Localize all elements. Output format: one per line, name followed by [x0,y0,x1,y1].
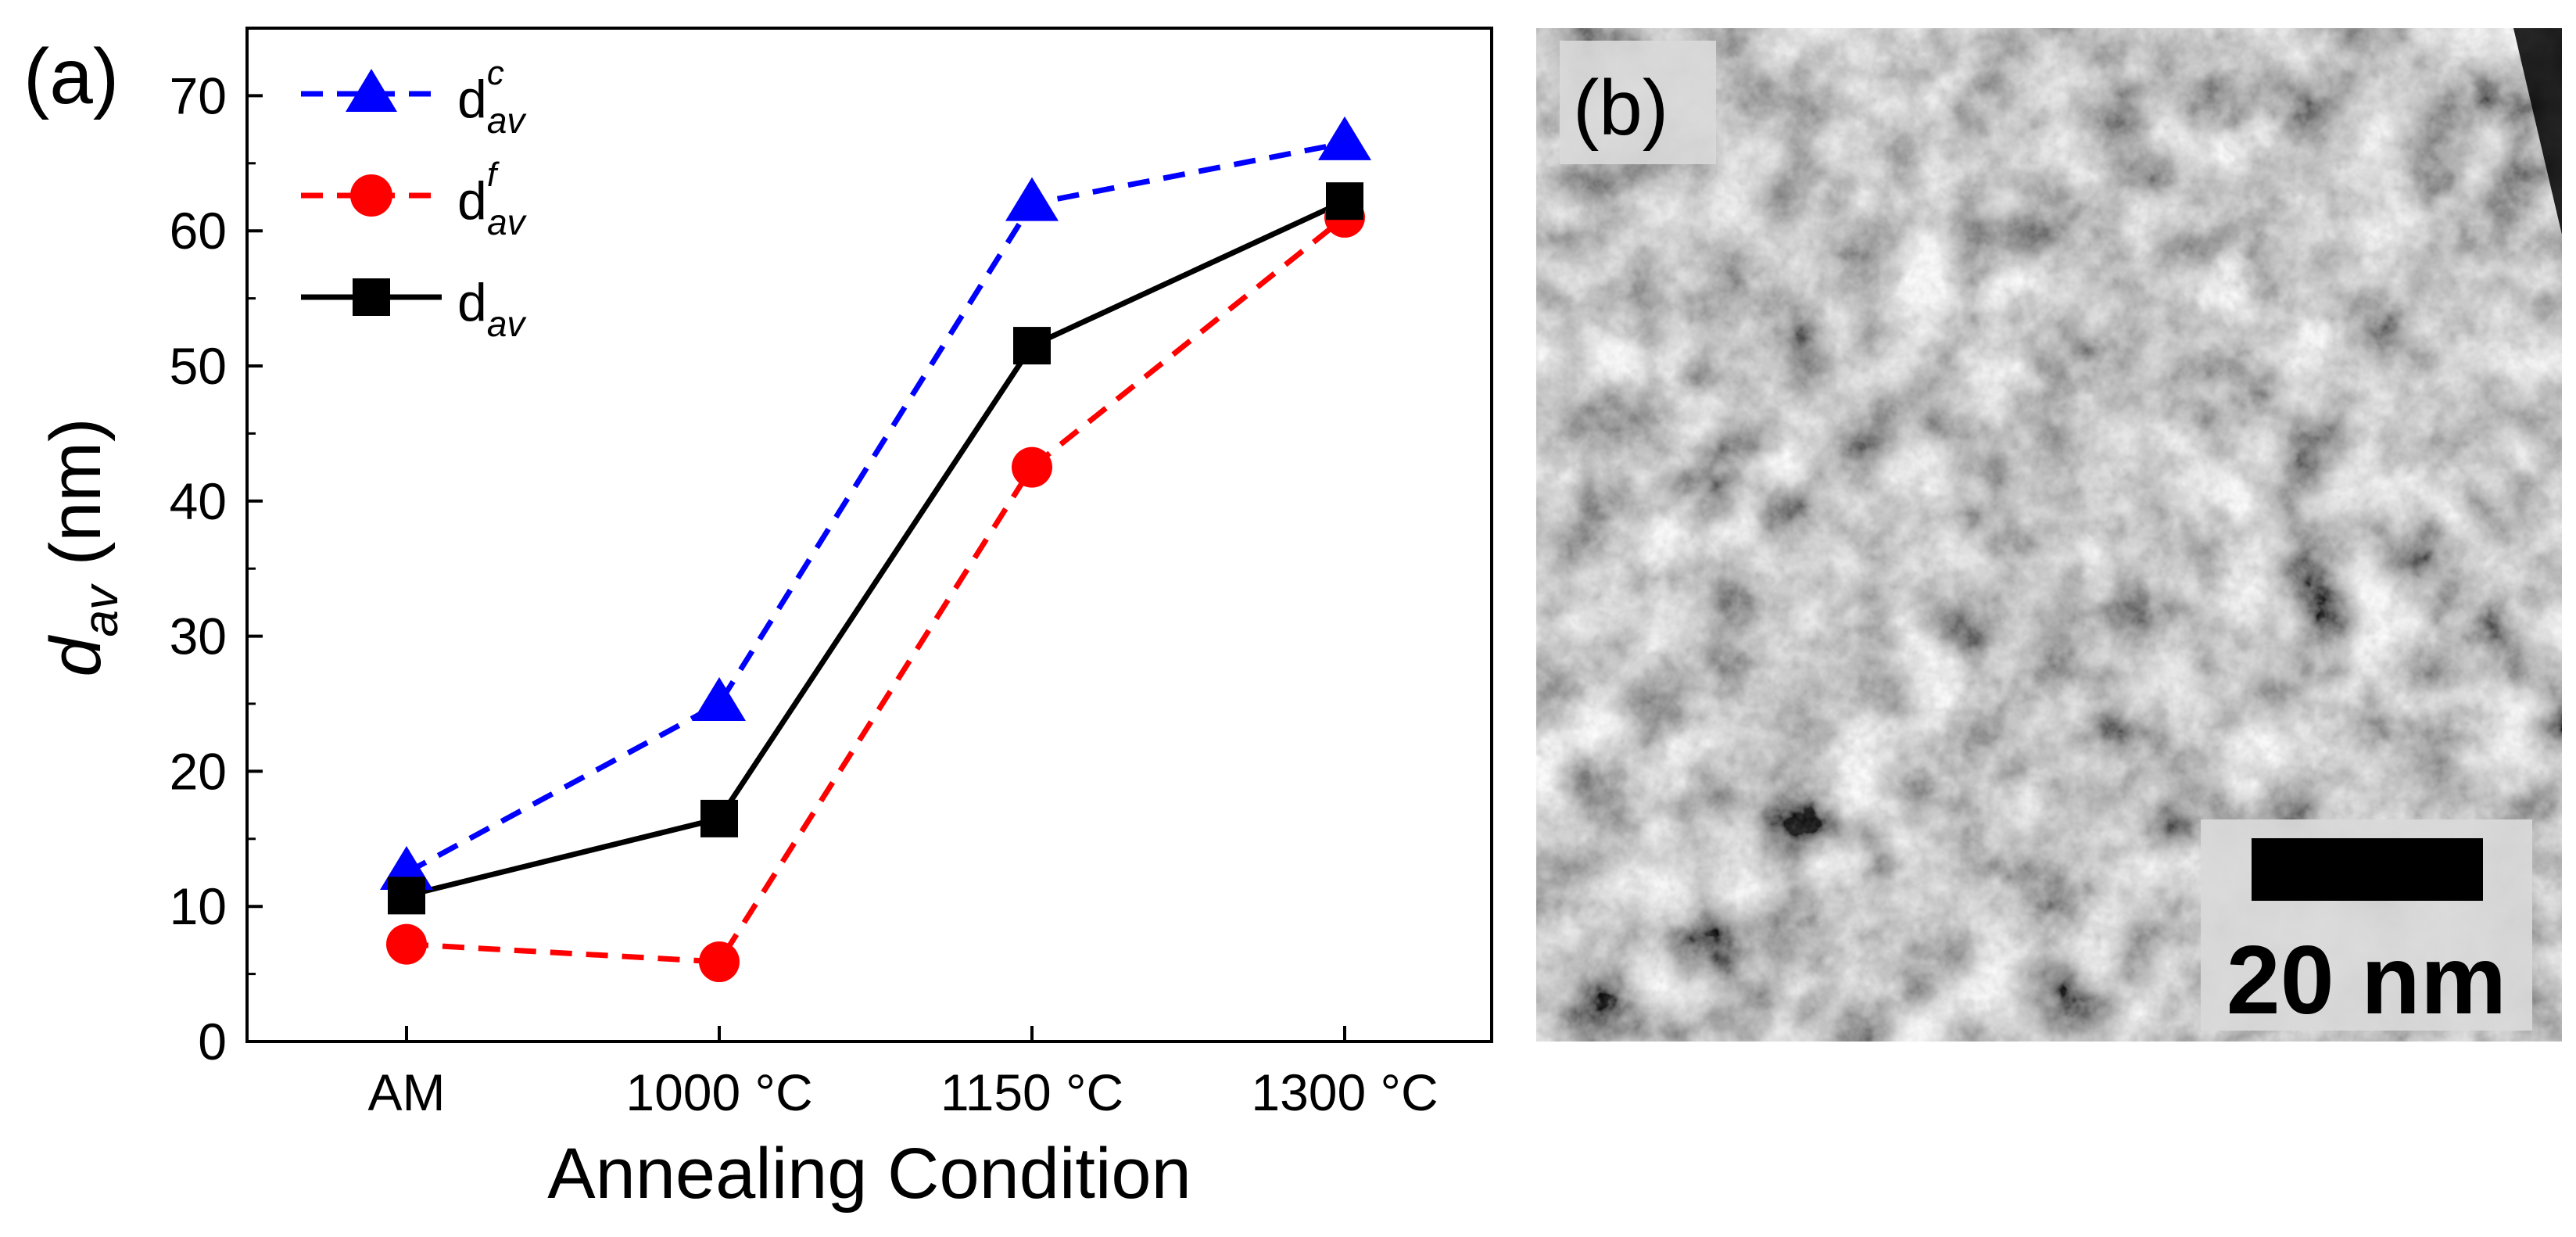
legend-item-f: df av [301,156,528,242]
legend: dc av df av dav [301,54,528,344]
triangle-marker [1005,177,1059,221]
y-axis-title-base: d [36,635,116,677]
circle-marker [386,923,427,965]
legend-square-marker [353,278,390,316]
triangle-marker [1318,116,1371,160]
legend-item-avg: dav [301,273,527,344]
y-axis-title: dav (nm) [36,418,128,676]
y-axis-title-unit: (nm) [36,418,116,586]
y-axis: 0 10 20 30 40 50 60 70 [170,66,263,1070]
legend-circle-marker [350,174,392,217]
legend-item-c: dc av [301,54,527,141]
panel-a-label: (a) [23,33,119,120]
x-tick-label: 1300 °C [1251,1063,1438,1121]
series-group [380,116,1371,983]
y-tick-label: 70 [170,66,227,124]
scale-bar [2252,838,2483,901]
plot-frame [245,27,1493,1043]
x-tick-label: 1000 °C [625,1063,812,1121]
circle-marker [1012,446,1052,488]
square-marker [388,877,425,915]
scale-bar-label: 20 nm [2227,927,2506,1034]
y-tick-label: 40 [170,472,227,530]
x-tick-label: 1150 °C [940,1063,1123,1121]
y-axis-title-sub: av [74,583,128,636]
y-tick-label: 60 [170,202,227,260]
y-tick-label: 10 [170,877,227,935]
x-axis-title: Annealing Condition [547,1134,1191,1214]
panel-b-label-box [1560,41,1716,164]
series-line-1 [406,215,1347,965]
x-tick-label: AM [368,1063,446,1121]
y-tick-label: 20 [170,742,227,800]
legend-triangle-marker [346,69,397,112]
circle-marker [699,941,740,983]
y-tick-label: 0 [198,1013,227,1070]
svg-text:dav (nm): dav (nm) [36,418,128,676]
series-line-0 [405,140,1345,876]
y-tick-label: 30 [170,608,227,665]
series-line-2 [406,199,1346,898]
y-tick-label: 50 [170,337,227,395]
x-axis: AM 1000 °C 1150 °C 1300 °C [368,1026,1438,1121]
square-marker [1326,182,1363,221]
svg-text:dav: dav [457,273,527,344]
square-marker [700,799,738,837]
triangle-marker [693,677,746,721]
square-marker [1013,327,1051,365]
panel-b-label: (b) [1573,64,1668,152]
